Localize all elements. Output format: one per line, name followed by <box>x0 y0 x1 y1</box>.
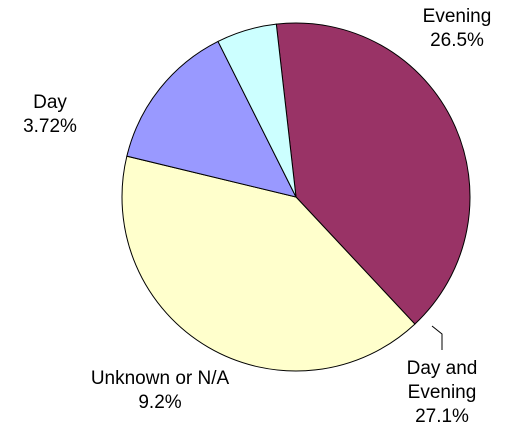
pie-slice <box>275 22 471 325</box>
pie-slice <box>121 155 416 372</box>
pie <box>121 22 471 372</box>
slice-value-label: 3.72% <box>23 116 77 137</box>
leader-line <box>431 325 443 350</box>
pie-slice <box>217 23 297 198</box>
slice-label: Day <box>33 92 67 113</box>
slice-value-label: 26.5% <box>430 30 484 51</box>
slice-label: Unknown or N/A <box>91 368 230 389</box>
slice-value-label: 9.2% <box>138 392 181 413</box>
slice-value-label: 27.1% <box>415 406 469 427</box>
pie-slice <box>126 40 297 198</box>
labels: Evening 26.5% Day and Evening 27.1% Unknown o… <box>23 6 491 427</box>
slice-label: Day and Evening <box>407 358 478 403</box>
slice-label: Evening <box>423 6 492 27</box>
slice-label-line: Evening <box>408 382 477 403</box>
slice-label-line: Day and <box>407 358 478 379</box>
